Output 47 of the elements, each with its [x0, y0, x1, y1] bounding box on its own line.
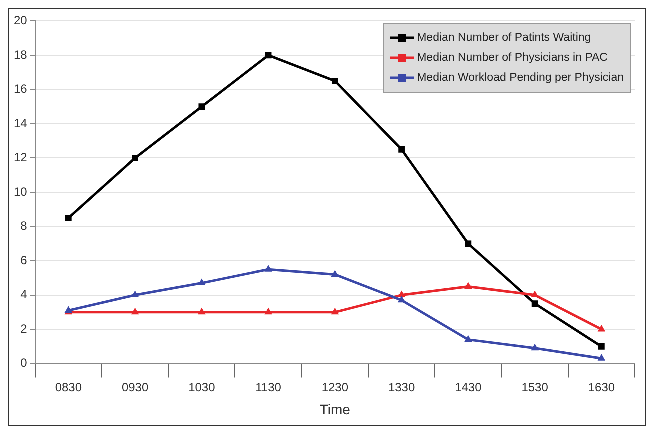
y-tick-label: 16	[14, 82, 28, 96]
y-tick-label: 8	[20, 219, 28, 234]
point	[264, 308, 272, 315]
point	[598, 354, 606, 361]
point	[398, 296, 406, 303]
point	[531, 290, 539, 298]
legend-label: Median Number of Patints Waiting	[417, 32, 592, 44]
x-axis-title: Time	[320, 401, 351, 418]
x-tick-label: 1330	[388, 380, 416, 394]
point	[65, 215, 72, 222]
y-tick-label: 6	[20, 253, 28, 268]
x-tick-label: 1530	[522, 380, 549, 394]
point	[532, 300, 538, 308]
legend-label: Median Number of Physicians in PAC	[417, 52, 608, 64]
y-tick-label: 4	[20, 288, 28, 302]
y-tick-label: 14	[14, 116, 28, 130]
point	[598, 343, 605, 350]
y-tick-label: 20	[14, 14, 28, 28]
point	[132, 155, 138, 162]
x-tick-label: 1030	[188, 380, 216, 394]
x-tick-label: 1230	[322, 380, 349, 394]
point	[198, 278, 206, 286]
y-tick-label: 18	[14, 48, 28, 62]
point	[198, 104, 206, 110]
y-tick-label: 12	[14, 150, 28, 165]
point	[398, 290, 406, 298]
point	[131, 308, 140, 315]
point	[531, 344, 539, 351]
x-tick-label: 1430	[455, 380, 482, 394]
point	[465, 240, 472, 248]
point	[198, 308, 206, 315]
point	[464, 282, 472, 289]
x-tick-label: 0830	[55, 380, 82, 394]
legend-label: Median Workload Pending per Physician	[417, 72, 624, 84]
point	[264, 265, 272, 272]
point	[131, 290, 140, 298]
x-tick-label: 1630	[588, 380, 616, 394]
point	[598, 325, 606, 332]
point	[331, 308, 340, 315]
x-tick-label: 0930	[122, 380, 149, 394]
y-tick-label: 2	[20, 322, 28, 336]
point	[398, 146, 405, 153]
y-tick-label: 0	[20, 356, 28, 370]
point	[464, 335, 472, 342]
point	[332, 78, 338, 84]
x-tick-label: 1130	[256, 380, 282, 394]
y-tick-label: 10	[14, 184, 28, 199]
